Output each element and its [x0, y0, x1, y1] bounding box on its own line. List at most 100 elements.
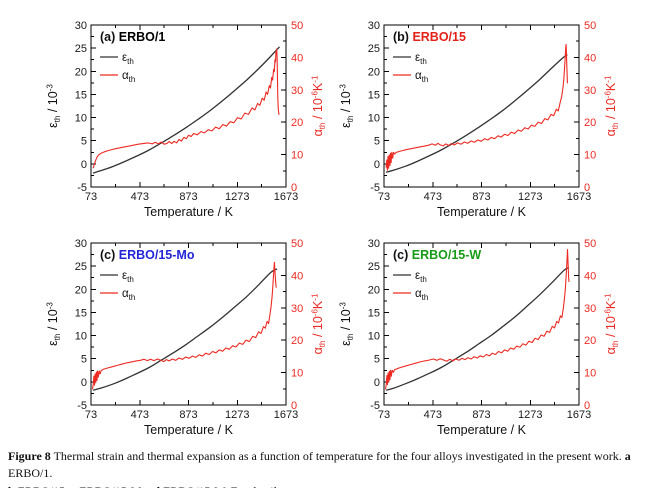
x-tick-label: 873: [179, 409, 197, 421]
y-left-tick-label: 20: [368, 284, 380, 296]
caption-segment: b: [8, 484, 15, 488]
y-left-tick-label: 15: [75, 307, 87, 319]
y-right-tick-label: 50: [584, 238, 596, 250]
y-left-tick-label: 5: [374, 136, 380, 148]
y-right-tick-label: 50: [584, 20, 596, 32]
y-right-tick-label: 40: [584, 270, 596, 282]
y-right-tick-label: 20: [584, 117, 596, 129]
y-left-tick-label: -5: [370, 182, 380, 194]
y-right-tick-label: 0: [291, 400, 297, 412]
panel-c-chart: 73 473 873 1273 1673 -5 0 5 10 15 20 25 30 0 10 20 30 40 5…: [46, 238, 328, 436]
x-tick-label: 73: [85, 409, 97, 421]
x-tick-label: 1273: [518, 409, 542, 421]
y-right-tick-label: 20: [291, 335, 303, 347]
panel-d-chart: 73 473 873 1273 1673 -5 0 5 10 15 20 25 30 0 10 20 30 40 5…: [339, 238, 621, 436]
x-tick-label: 473: [424, 191, 442, 203]
x-tick-label: 473: [131, 191, 149, 203]
legend-alpha-label: αth: [122, 288, 135, 302]
x-tick-label: 73: [378, 191, 390, 203]
y-left-tick-label: 25: [75, 261, 87, 273]
legend-strain-label: εth: [122, 270, 134, 284]
y-left-tick-label: 10: [368, 331, 380, 343]
strain-curve: [385, 54, 568, 173]
y-left-axis-label: εth / 10-3: [46, 84, 63, 128]
strain-curve: [385, 266, 570, 391]
y-left-tick-label: -5: [77, 182, 87, 194]
y-left-tick-label: 15: [75, 89, 87, 101]
y-right-tick-label: 0: [584, 182, 590, 194]
strain-curve: [92, 268, 278, 391]
y-right-axis-label: αth / 10-6K-1: [604, 75, 621, 136]
legend-strain-label: εth: [415, 270, 427, 284]
caption-segment: ERBO/1.: [8, 466, 53, 481]
x-tick-label: 1673: [567, 409, 591, 421]
y-left-tick-label: 30: [75, 238, 87, 250]
y-left-tick-label: 5: [81, 354, 87, 366]
y-left-tick-label: 5: [81, 136, 87, 148]
y-right-tick-label: 30: [584, 85, 596, 97]
axis-ticks: [383, 24, 580, 188]
y-right-tick-label: 10: [291, 368, 303, 380]
x-tick-label: 873: [179, 191, 197, 203]
x-tick-label: 1673: [567, 191, 591, 203]
x-tick-label: 473: [131, 409, 149, 421]
y-right-tick-label: 10: [291, 150, 303, 162]
x-tick-label: 1273: [225, 191, 249, 203]
y-left-tick-label: 0: [81, 159, 87, 171]
x-axis-label: Temperature / K: [144, 423, 234, 436]
y-left-tick-label: 0: [81, 377, 87, 389]
panel-label: (a) ERBO/1: [100, 30, 165, 44]
caption-segment: ERBO/15-W. For details, see text.: [160, 484, 327, 488]
y-left-axis-label: εth / 10-3: [46, 302, 63, 346]
y-right-tick-label: 0: [584, 400, 590, 412]
y-right-axis-label: αth / 10-6K-1: [311, 75, 328, 136]
y-right-tick-label: 20: [291, 117, 303, 129]
axis-tick-labels: 73 473 873 1273 1673 -5 0 5 10 15 20 25 30 0 10 20 30 40 5…: [75, 238, 304, 421]
y-right-tick-label: 30: [291, 303, 303, 315]
axis-tick-labels: 73 473 873 1273 1673 -5 0 5 10 15 20 25 30 0 10 20 30 40 5…: [368, 20, 597, 203]
y-left-tick-label: 20: [75, 66, 87, 78]
alpha-curve: [384, 248, 570, 390]
x-tick-label: 1273: [518, 191, 542, 203]
legend: εth αth: [393, 52, 428, 84]
x-tick-label: 73: [85, 191, 97, 203]
y-left-tick-label: 0: [374, 377, 380, 389]
x-tick-label: 73: [378, 409, 390, 421]
caption-line-1: Figure 8 Thermal strain and thermal expa…: [8, 448, 663, 483]
x-tick-label: 873: [472, 409, 490, 421]
x-tick-label: 1673: [274, 409, 298, 421]
x-tick-label: 1273: [225, 409, 249, 421]
alpha-curve: [91, 261, 277, 390]
axis-tick-labels: 73 473 873 1273 1673 -5 0 5 10 15 20 25 30 0 10 20 30 40 5…: [368, 238, 597, 421]
panel-label: (c) ERBO/15-Mo: [100, 248, 195, 262]
y-right-tick-label: 10: [584, 368, 596, 380]
caption-segment: Thermal strain and thermal expansion as …: [50, 449, 625, 463]
y-right-tick-label: 10: [584, 150, 596, 162]
strain-curve: [92, 46, 280, 174]
axis-ticks: [383, 242, 580, 406]
y-right-tick-label: 30: [291, 85, 303, 97]
y-left-tick-label: -5: [77, 400, 87, 412]
y-right-tick-label: 50: [291, 20, 303, 32]
x-tick-label: 873: [472, 191, 490, 203]
y-right-axis-label: αth / 10-6K-1: [604, 293, 621, 354]
x-axis-label: Temperature / K: [437, 423, 527, 436]
panel-label: (c) ERBO/15-W: [393, 248, 481, 262]
caption-segment: ERBO/15.: [15, 484, 71, 488]
caption-segment: ERBO/15-Mo.: [76, 484, 153, 488]
y-right-tick-label: 40: [584, 52, 596, 64]
legend-alpha-label: αth: [122, 70, 135, 84]
legend-strain-label: εth: [122, 52, 134, 66]
panel-label: (b) ERBO/15: [393, 30, 466, 44]
caption-line-2: b ERBO/15. c ERBO/15-Mo. d ERBO/15-W. Fo…: [8, 483, 663, 488]
x-tick-label: 473: [424, 409, 442, 421]
y-left-tick-label: 25: [368, 43, 380, 55]
legend: εth αth: [393, 270, 428, 302]
y-right-tick-label: 0: [291, 182, 297, 194]
alpha-curve: [92, 48, 280, 169]
y-right-axis-label: αth / 10-6K-1: [311, 293, 328, 354]
y-left-tick-label: 30: [75, 20, 87, 32]
legend-alpha-label: αth: [415, 70, 428, 84]
y-left-axis-label: εth / 10-3: [339, 84, 356, 128]
